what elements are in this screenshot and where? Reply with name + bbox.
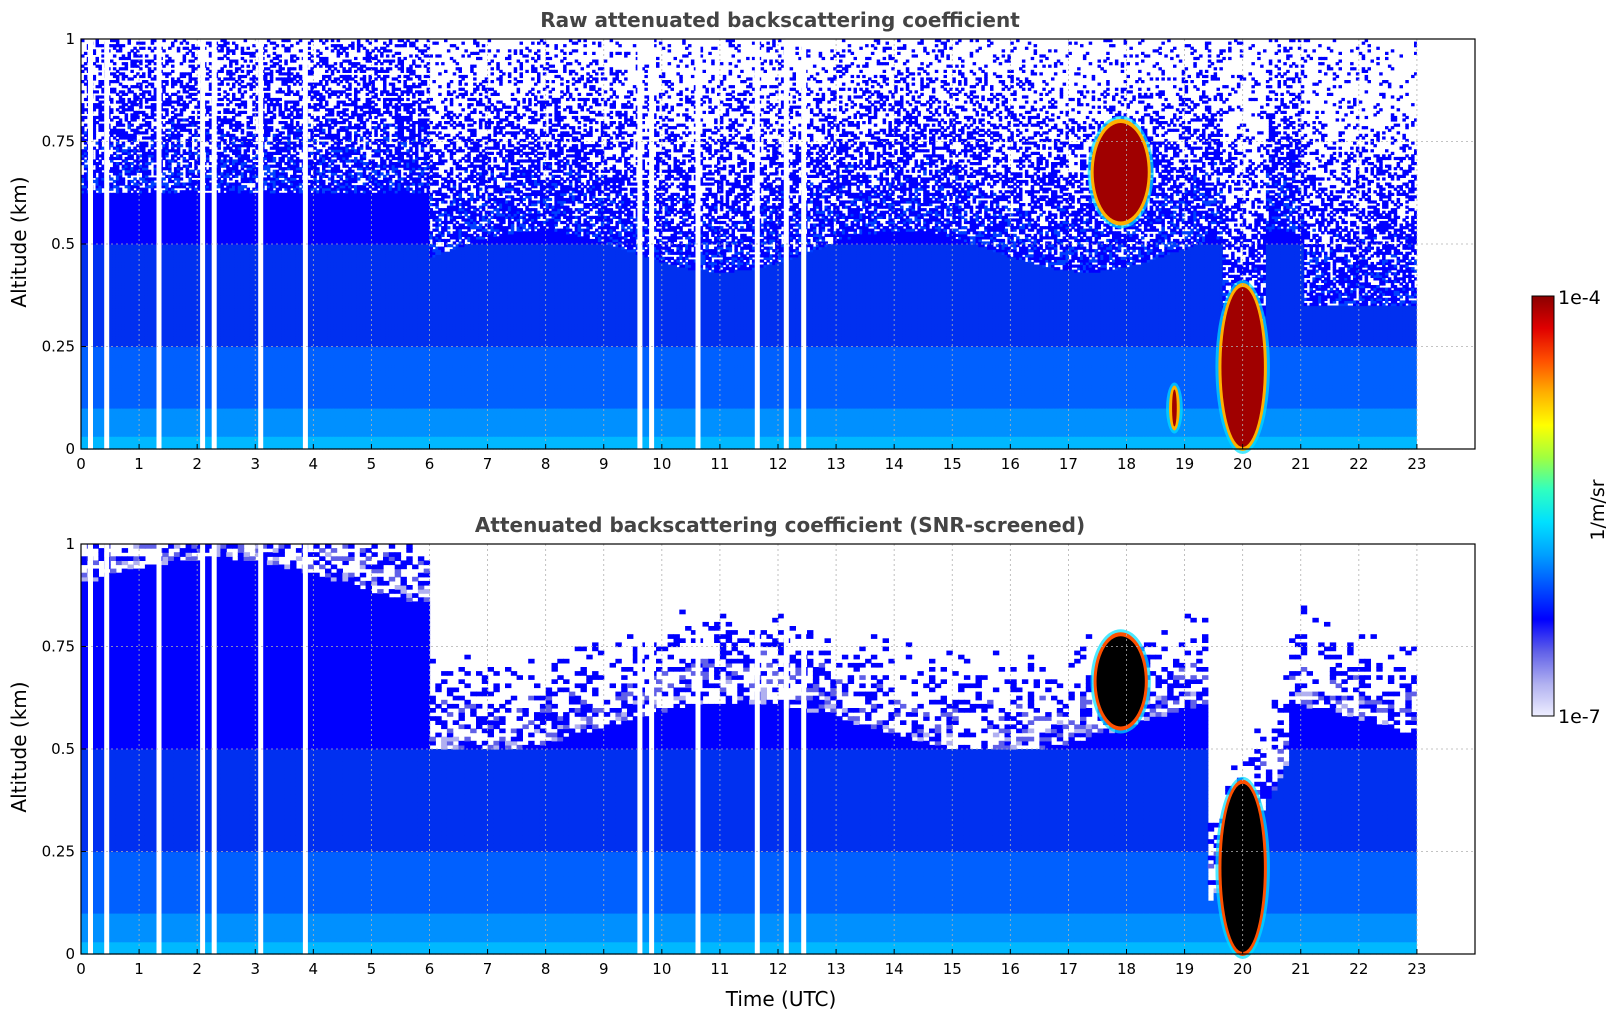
heatmap-cell <box>84 75 88 78</box>
heatmap-cell <box>113 88 117 91</box>
heatmap-cell <box>130 124 134 127</box>
heatmap-cell <box>119 118 123 121</box>
heatmap-cell <box>148 170 152 173</box>
heatmap-plot-area: 0 1 2 3 4 5 6 7 8 9 10 11 12 13 14 15 16 17 18 19 20 21 22 2300… <box>42 30 1475 473</box>
panel-title: Raw attenuated backscattering coefficien… <box>540 8 1020 32</box>
heatmap-cell <box>113 180 117 183</box>
heatmap-cell <box>122 177 126 180</box>
heatmap-cell <box>113 193 117 196</box>
heatmap-cell <box>96 90 100 93</box>
heatmap-cell <box>151 83 155 86</box>
heatmap-cell <box>110 98 114 101</box>
heatmap-cell <box>122 44 126 47</box>
heatmap-cell <box>84 116 88 119</box>
heatmap-cell <box>93 49 97 52</box>
heatmap-cell <box>113 54 117 57</box>
heatmap-cell <box>113 162 117 165</box>
heatmap-cell <box>96 57 100 60</box>
heatmap-cell <box>130 70 134 73</box>
heatmap-cell <box>98 72 102 75</box>
heatmap-cell <box>113 116 117 119</box>
heatmap-cell <box>122 124 126 127</box>
heatmap-cell <box>93 75 97 78</box>
heatmap-cell <box>125 113 129 116</box>
heatmap-cell <box>125 62 129 65</box>
heatmap-cell <box>142 47 146 50</box>
heatmap-cell <box>119 188 123 191</box>
heatmap-cell <box>139 54 143 57</box>
heatmap-cell <box>84 52 88 55</box>
heatmap-cell <box>113 67 117 70</box>
heatmap-cell <box>84 124 88 127</box>
heatmap-cell <box>142 72 146 75</box>
heatmap-cell <box>113 157 117 160</box>
heatmap-cell <box>113 152 117 155</box>
heatmap-cell <box>145 142 149 145</box>
heatmap-cell <box>139 60 143 63</box>
heatmap-cell <box>122 98 126 101</box>
heatmap-cell <box>113 72 117 75</box>
heatmap-cell <box>110 108 114 111</box>
heatmap-cell <box>148 121 152 124</box>
heatmap-cell <box>142 42 146 45</box>
heatmap-cell <box>113 136 117 139</box>
heatmap-cell <box>113 147 117 150</box>
heatmap-cell <box>113 126 117 129</box>
heatmap-cell <box>110 142 114 145</box>
heatmap-cell <box>113 62 117 65</box>
heatmap-cell <box>148 90 152 93</box>
heatmap-cell <box>113 185 117 188</box>
heatmap-cell <box>139 67 143 70</box>
heatmap-cell <box>122 142 126 145</box>
raw-backscatter-panel: Raw attenuated backscattering coefficien… <box>7 8 1475 473</box>
heatmap-cell <box>145 54 149 57</box>
heatmap-cell <box>113 44 117 47</box>
heatmap-cell <box>98 65 102 68</box>
heatmap-cell <box>113 80 117 83</box>
